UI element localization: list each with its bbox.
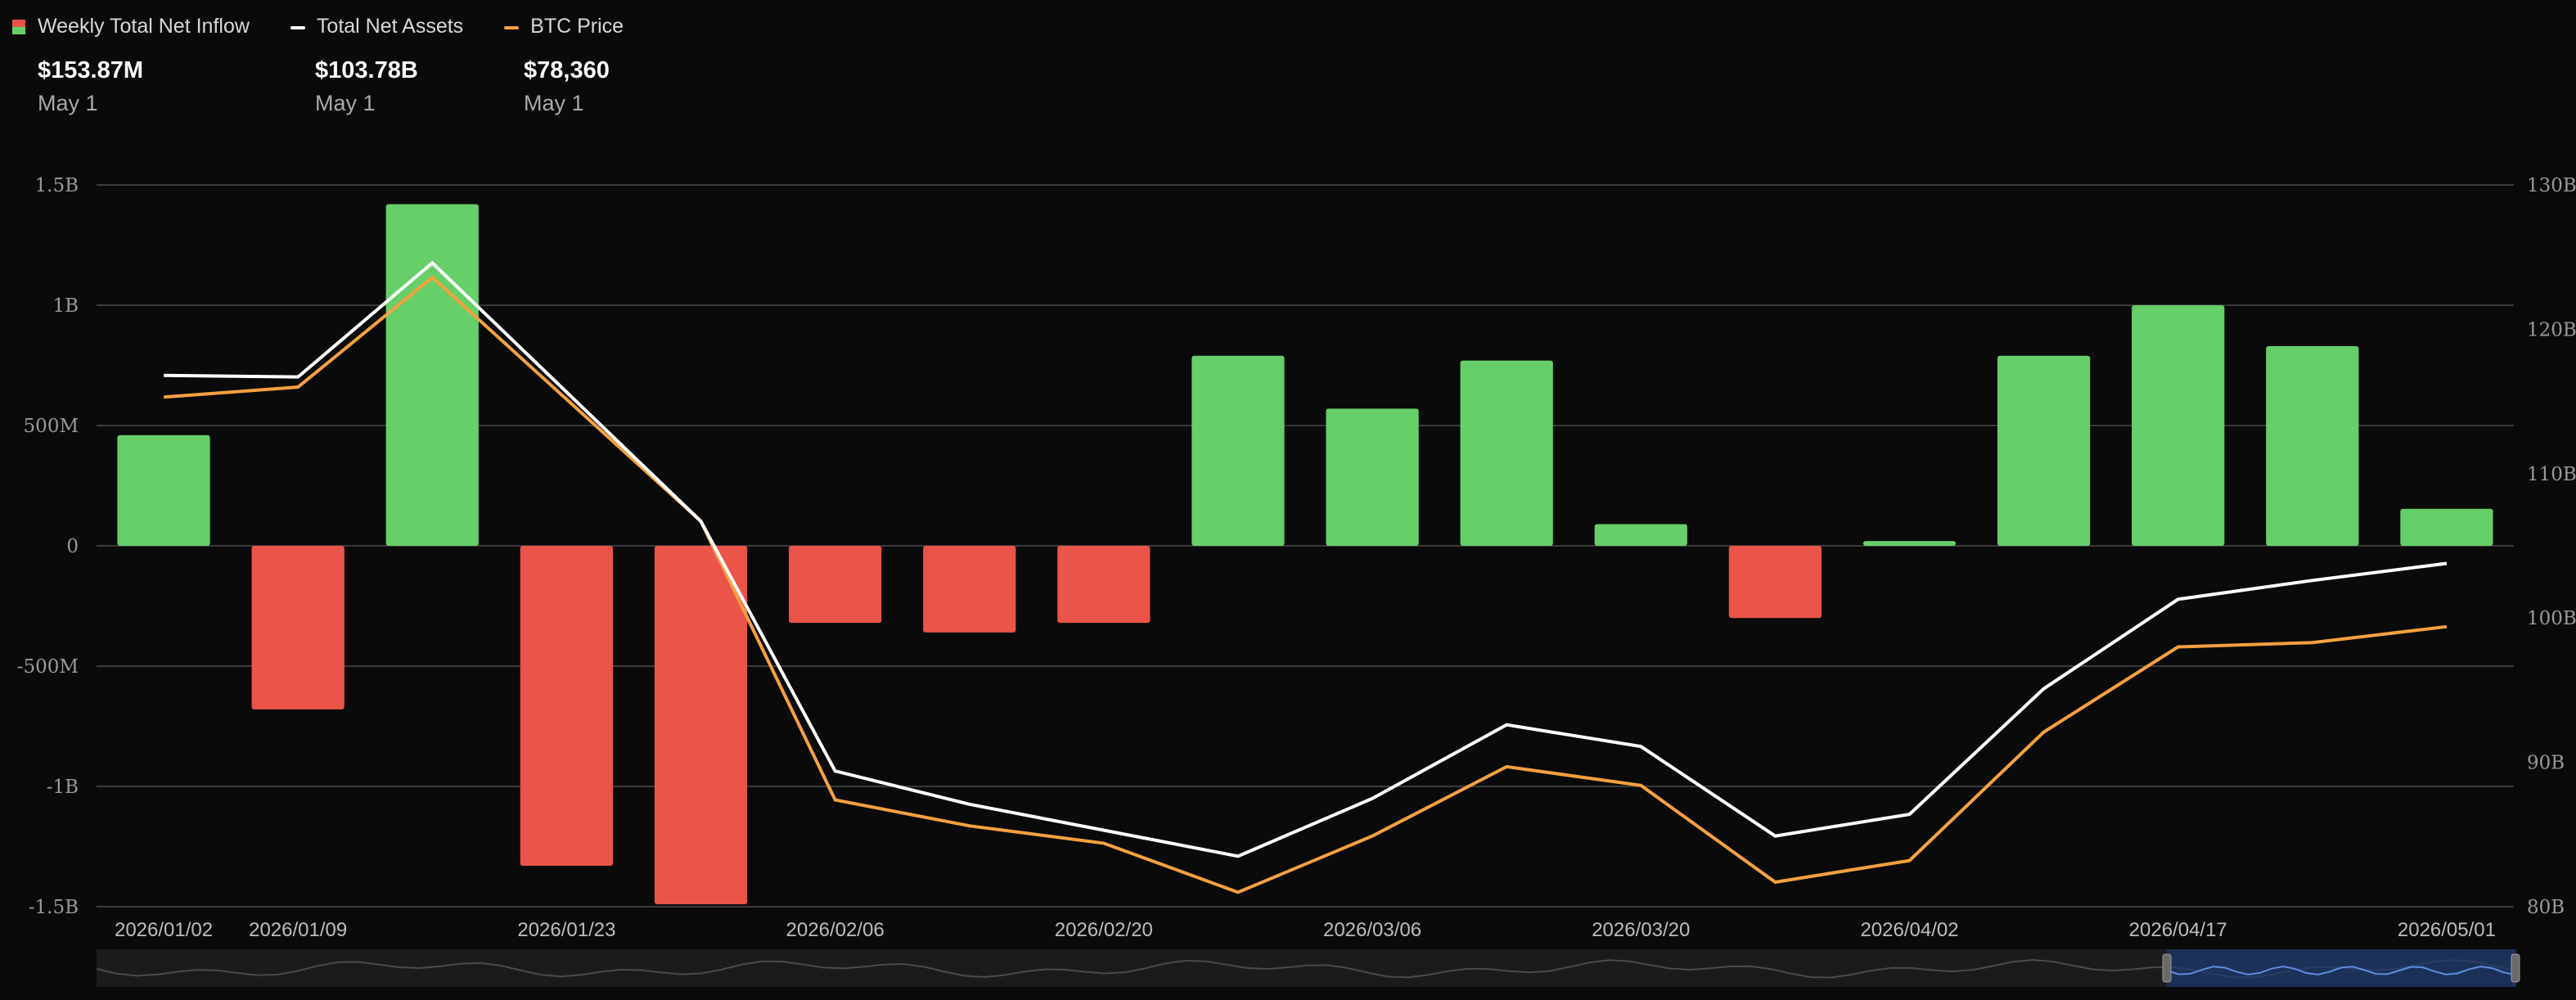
y-right-tick-label: 130B [2527, 175, 2576, 196]
net-inflow-bar [1728, 546, 1822, 619]
readout-total-net-assets: $103.78B May 1 [315, 54, 524, 119]
y-left-tick-label: -500M [17, 656, 79, 678]
y-left-tick-label: 1B [52, 295, 79, 317]
net-inflow-bar [1997, 355, 2091, 546]
x-tick-label: 2026/04/02 [1860, 919, 1958, 941]
net-inflow-bar [923, 546, 1016, 633]
x-tick-label: 2026/01/02 [115, 919, 213, 941]
y-right-tick-label: 120B [2527, 319, 2576, 340]
net-inflow-bar [117, 435, 210, 546]
bar-swatch-icon [11, 19, 26, 34]
legend-label: Weekly Total Net Inflow [38, 15, 250, 38]
net-inflow-bar [251, 546, 345, 709]
net-inflow-bar [385, 204, 479, 546]
net-inflow-bar [2400, 508, 2493, 546]
legend-item-btc-price[interactable]: BTC Price [504, 15, 624, 38]
readout-date: May 1 [524, 91, 584, 115]
x-tick-label: 2026/02/20 [1055, 919, 1153, 941]
navigator-track [97, 949, 2517, 987]
net-inflow-bar [1057, 546, 1151, 624]
y-left-tick-label: -1.5B [29, 897, 79, 918]
y-left-tick-label: -1B [47, 777, 79, 798]
readout-weekly-net-inflow: $153.87M May 1 [38, 54, 315, 119]
time-range-navigator[interactable] [96, 949, 2520, 987]
y-right-tick-label: 80B [2527, 897, 2565, 918]
net-inflow-bar [1594, 524, 1687, 546]
net-inflow-bar [1326, 408, 1419, 546]
x-tick-label: 2026/04/17 [2129, 919, 2227, 941]
readout-value: $103.78B [315, 57, 418, 83]
net-inflow-bar [1862, 541, 1957, 546]
y-right-tick-label: 100B [2527, 608, 2576, 629]
line-swatch-icon [504, 20, 520, 34]
net-inflow-bar [2266, 345, 2359, 546]
net-inflow-bar [654, 546, 748, 905]
navigator-handle[interactable] [2511, 953, 2520, 983]
net-inflow-bar [1191, 355, 1285, 546]
x-tick-label: 2026/01/09 [249, 919, 347, 941]
legend-label: BTC Price [530, 15, 624, 38]
x-tick-label: 2026/01/23 [517, 919, 615, 941]
readout-date: May 1 [315, 91, 376, 115]
y-left-tick-label: 0 [66, 536, 79, 557]
readout-value: $153.87M [38, 57, 143, 83]
legend-label: Total Net Assets [316, 15, 464, 38]
net-inflow-bar [1460, 360, 1553, 546]
y-left-tick-label: 1.5B [35, 175, 79, 196]
btc-price-line [163, 275, 2448, 894]
x-tick-label: 2026/03/20 [1592, 919, 1690, 941]
y-left-tick-label: 500M [24, 416, 79, 437]
total-net-assets-line [164, 260, 2448, 858]
chart-legend: Weekly Total Net Inflow Total Net Assets… [11, 15, 664, 38]
x-tick-label: 2026/02/06 [786, 919, 885, 941]
y-right-tick-label: 110B [2527, 464, 2576, 485]
legend-item-total-net-assets[interactable]: Total Net Assets [290, 15, 463, 38]
legend-item-weekly-net-inflow[interactable]: Weekly Total Net Inflow [11, 15, 250, 38]
net-inflow-bar [2132, 305, 2225, 546]
net-inflow-bar [788, 546, 882, 624]
x-tick-label: 2026/03/06 [1323, 919, 1421, 941]
line-swatch-icon [290, 20, 305, 34]
readout-btc-price: $78,360 May 1 [524, 54, 687, 119]
navigator-selection-line [2166, 965, 2516, 975]
navigator-handle[interactable] [2162, 953, 2172, 983]
value-readouts: $153.87M May 1 $103.78B May 1 $78,360 Ma… [38, 54, 687, 119]
readout-date: May 1 [38, 91, 98, 115]
y-right-tick-label: 90B [2527, 753, 2565, 774]
navigator-mini-line [96, 958, 2518, 979]
net-inflow-bar [520, 546, 614, 867]
x-tick-label: 2026/05/01 [2398, 919, 2496, 941]
readout-value: $78,360 [524, 57, 610, 83]
